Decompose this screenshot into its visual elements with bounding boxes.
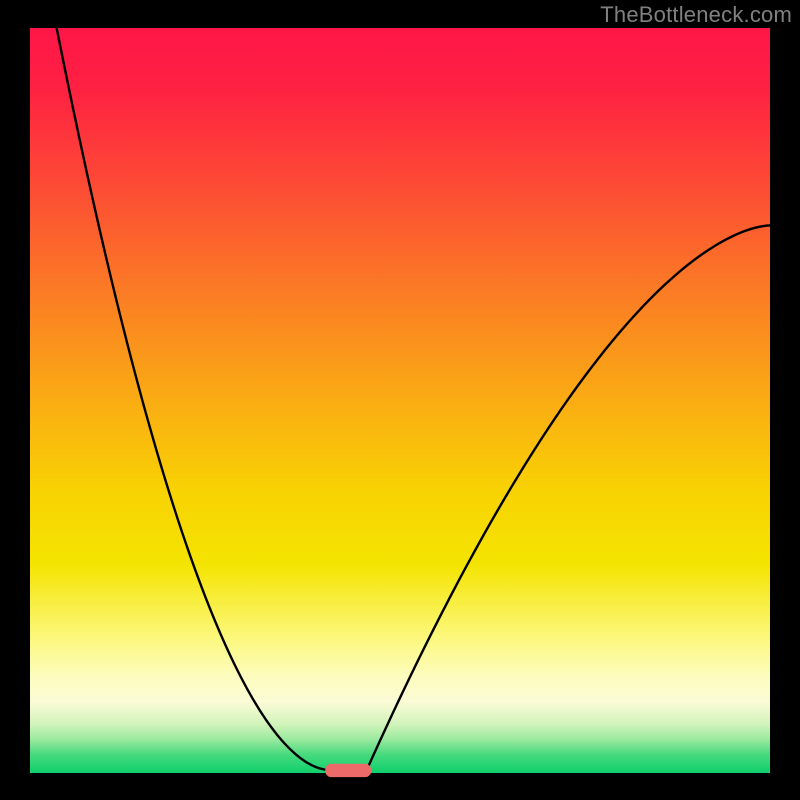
plot-background [30,28,770,773]
watermark-text: TheBottleneck.com [600,2,792,28]
optimal-marker [325,764,371,777]
bottleneck-chart [0,0,800,800]
chart-container: TheBottleneck.com [0,0,800,800]
